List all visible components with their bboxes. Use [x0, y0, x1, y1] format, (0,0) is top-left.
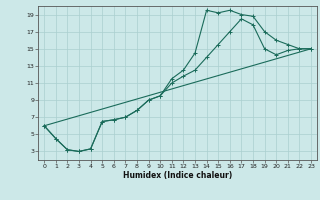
X-axis label: Humidex (Indice chaleur): Humidex (Indice chaleur)	[123, 171, 232, 180]
